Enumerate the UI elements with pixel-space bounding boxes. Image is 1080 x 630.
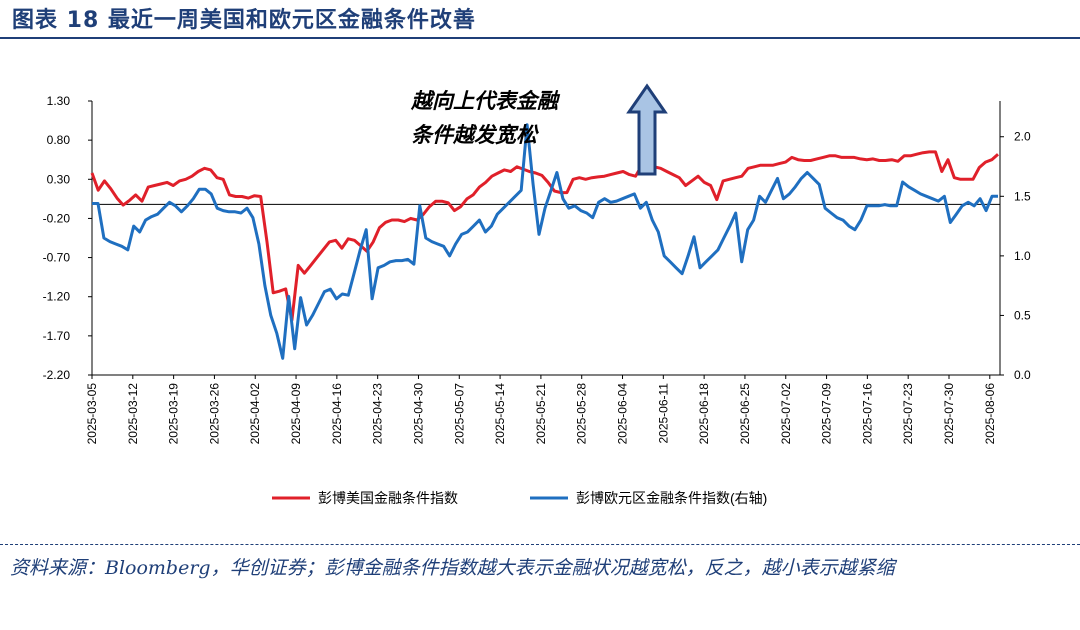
x-tick-label: 2025-07-09 (820, 383, 834, 445)
right-tick-label: 0.0 (1014, 368, 1031, 382)
left-tick-label: -0.20 (43, 211, 71, 225)
x-tick-label: 2025-06-11 (656, 383, 670, 444)
figure-title: 图表 18 最近一周美国和欧元区金融条件改善 (12, 8, 476, 33)
x-tick-label: 2025-07-16 (860, 383, 874, 445)
annotation-text: 条件越发宽松 (411, 123, 539, 147)
x-tick-label: 2025-05-14 (493, 383, 507, 445)
x-tick-label: 2025-06-25 (738, 383, 752, 445)
chart-series (90, 123, 999, 360)
x-tick-label: 2025-04-30 (411, 383, 425, 445)
legend-label-us: 彭博美国金融条件指数 (318, 490, 458, 506)
x-tick-label: 2025-07-23 (901, 383, 915, 445)
chart: 1.30 0.80 0.30 -0.20 -0.70 -1.20 -1.70 -2.20 2.0… (43, 83, 1031, 506)
x-tick-label: 2025-03-12 (126, 383, 140, 445)
x-tick-label: 2025-05-21 (534, 383, 548, 445)
left-tick-label: 0.80 (47, 133, 71, 147)
chart-legend: 彭博美国金融条件指数 彭博欧元区金融条件指数(右轴) (272, 490, 767, 506)
source-note: 资料来源：Bloomberg，华创证券；彭博金融条件指数越大表示金融状况越宽松，… (10, 557, 895, 579)
x-tick-label: 2025-03-05 (85, 383, 99, 445)
x-tick-label: 2025-04-09 (289, 383, 303, 445)
x-tick-label: 2025-04-02 (248, 383, 262, 445)
legend-label-eu: 彭博欧元区金融条件指数(右轴) (576, 490, 767, 506)
right-tick-label: 0.5 (1014, 308, 1031, 322)
chart-axes: 1.30 0.80 0.30 -0.20 -0.70 -1.20 -1.70 -2.20 2.0… (43, 94, 1031, 444)
right-tick-label: 1.5 (1014, 189, 1031, 203)
x-tick-label: 2025-05-28 (575, 383, 589, 445)
x-tick-label: 2025-04-23 (371, 383, 385, 445)
x-tick-label: 2025-06-18 (697, 383, 711, 445)
title-rule (0, 37, 1080, 39)
left-tick-label: 1.30 (47, 94, 71, 108)
left-tick-label: -2.20 (43, 368, 71, 382)
x-tick-label: 2025-04-16 (330, 383, 344, 445)
eu-fci-line (92, 123, 998, 360)
left-tick-label: 0.30 (47, 172, 71, 186)
up-arrow-icon (626, 83, 668, 176)
left-tick-label: -0.70 (43, 251, 71, 265)
right-tick-label: 2.0 (1014, 130, 1031, 144)
x-tick-label: 2025-03-19 (167, 383, 181, 445)
left-tick-label: -1.70 (43, 329, 71, 343)
x-tick-label: 2025-07-02 (779, 383, 793, 445)
x-tick-label: 2025-08-06 (983, 383, 997, 445)
x-tick-label: 2025-03-26 (207, 383, 221, 445)
x-tick-label: 2025-06-04 (616, 383, 630, 445)
footer-rule (0, 544, 1080, 545)
left-tick-label: -1.20 (43, 290, 71, 304)
x-tick-label: 2025-07-30 (942, 383, 956, 445)
right-tick-label: 1.0 (1014, 249, 1031, 263)
annotation-text: 越向上代表金融 (410, 89, 561, 113)
x-tick-label: 2025-05-07 (452, 383, 466, 445)
us-fci-line (90, 150, 999, 322)
